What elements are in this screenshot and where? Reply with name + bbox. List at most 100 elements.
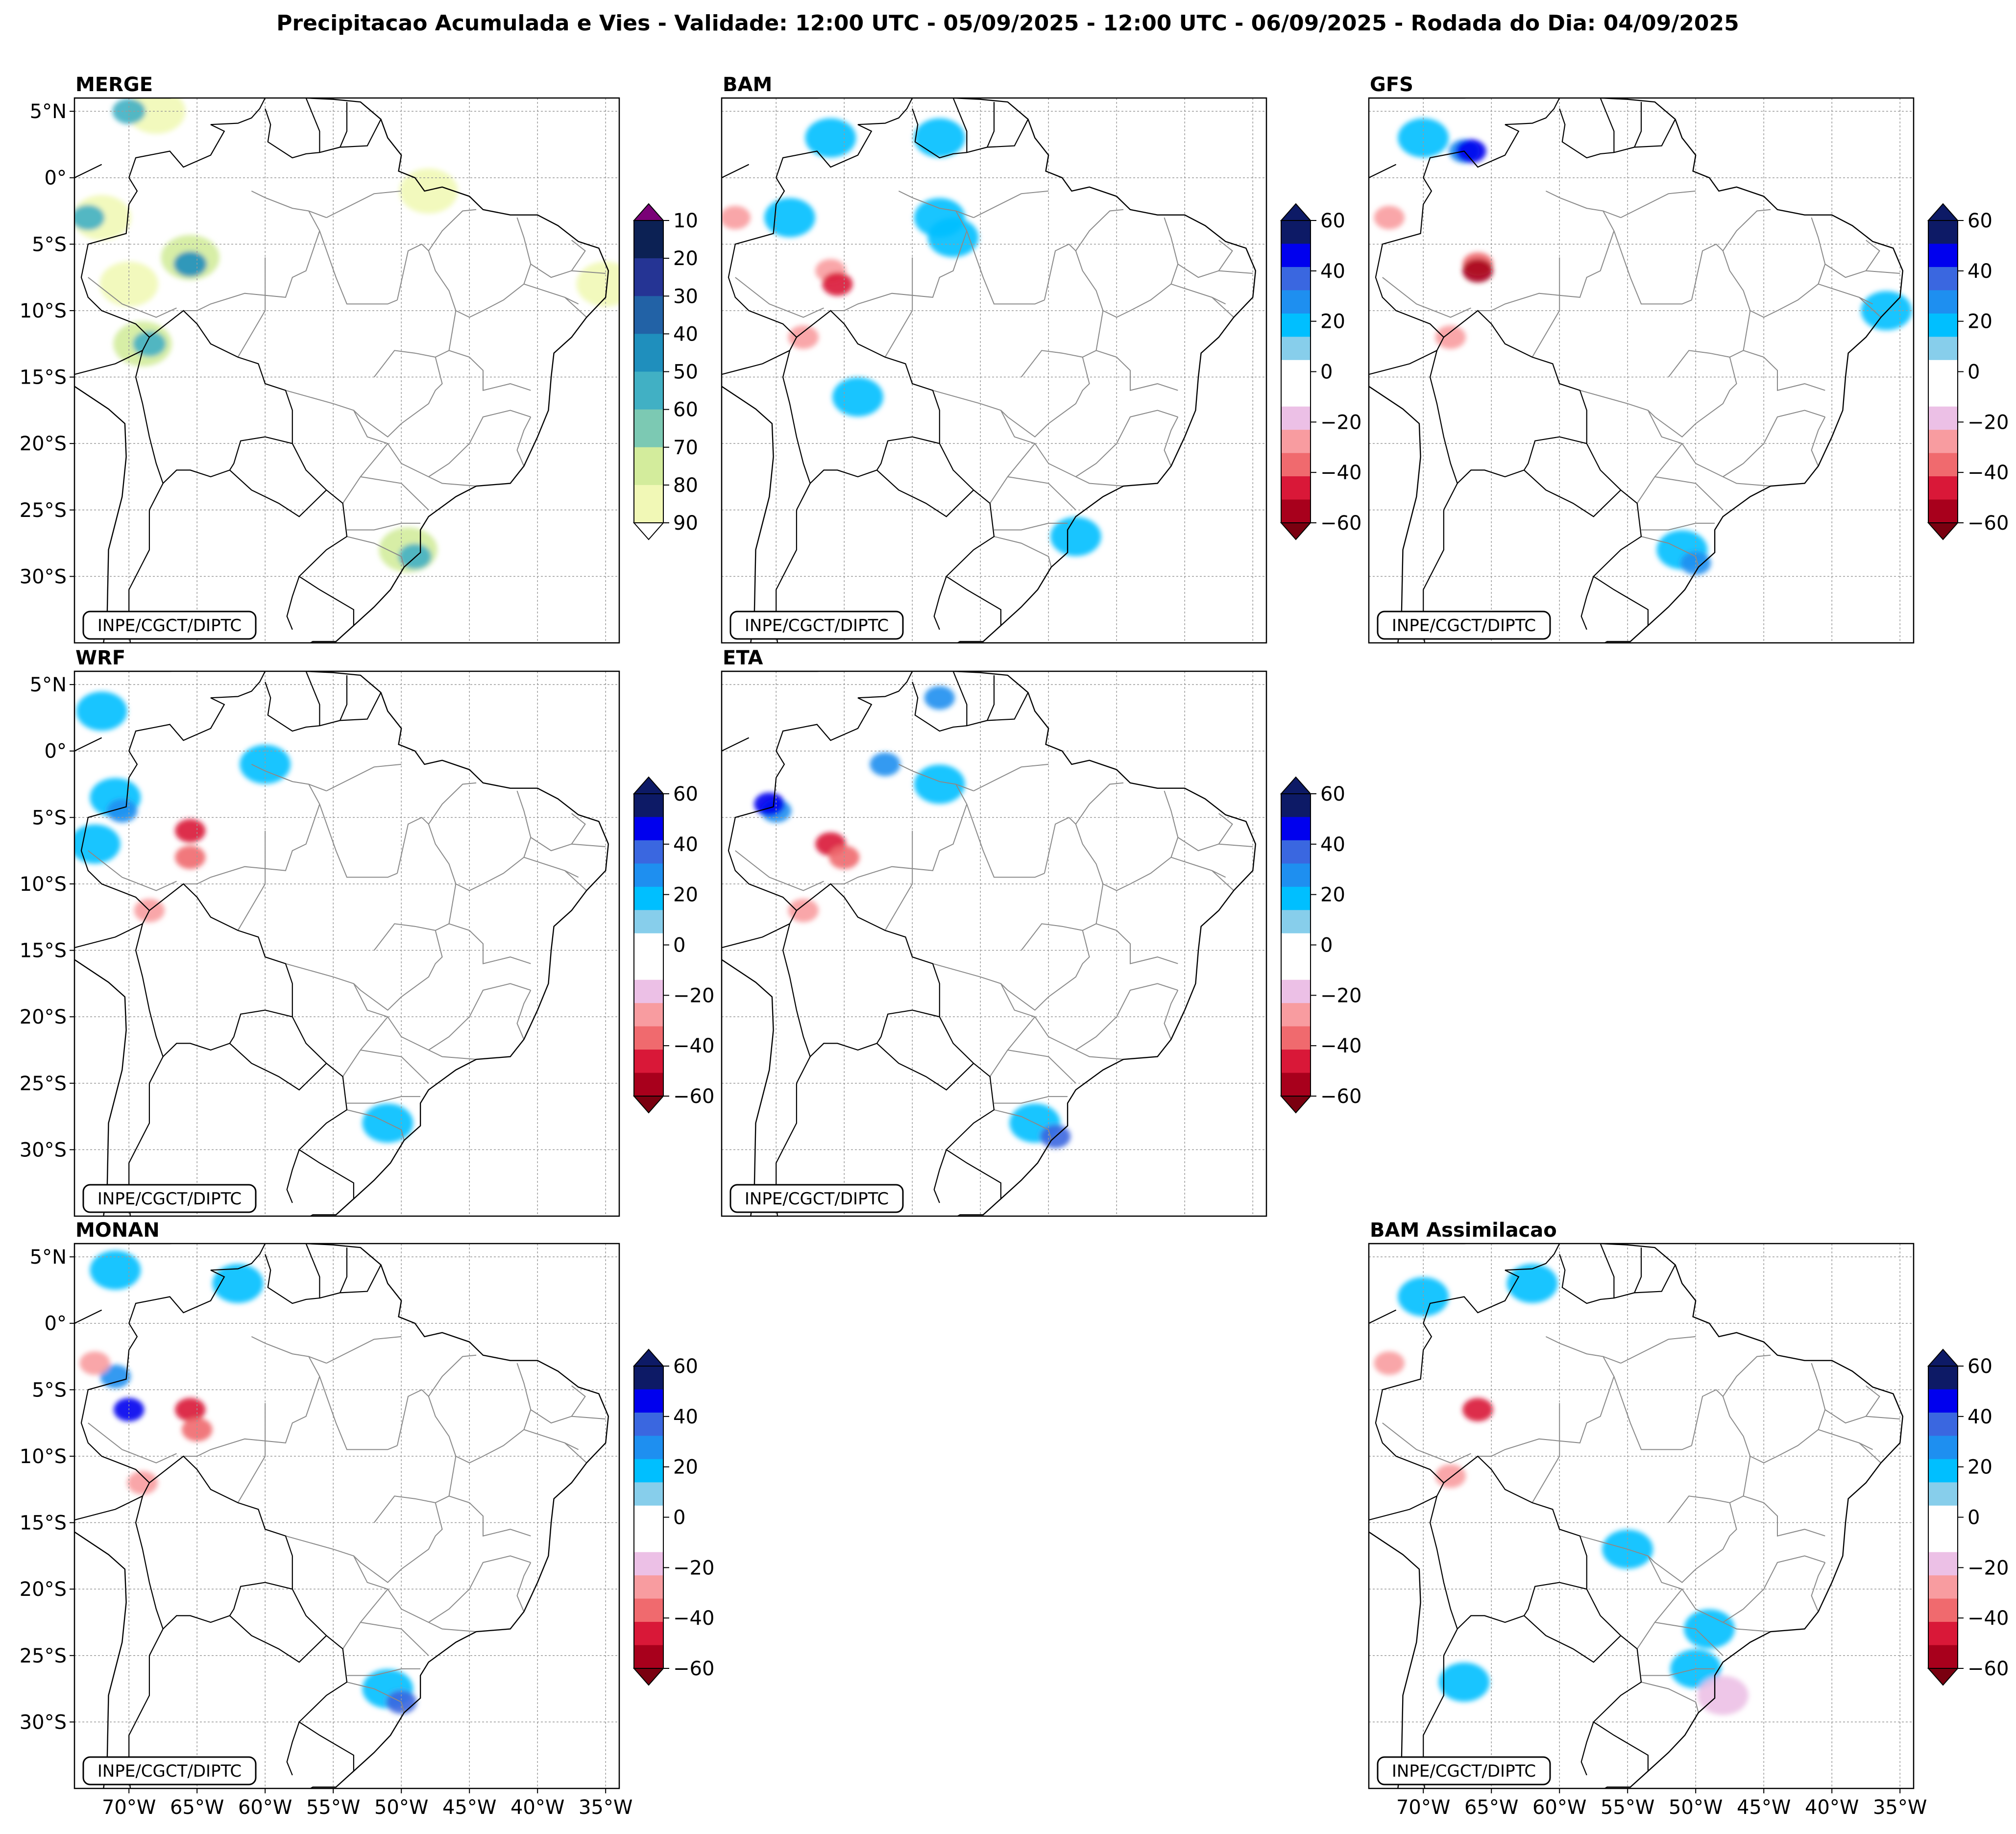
field-blob: [173, 251, 207, 277]
country-border: [1457, 1582, 1587, 1630]
field-blob: [927, 218, 979, 257]
colorbar-swatch: [1281, 910, 1311, 934]
field-blob: [1050, 517, 1101, 556]
state-border: [994, 522, 1068, 531]
country-border: [74, 164, 102, 179]
state-border: [346, 1682, 405, 1713]
country-border: [1634, 1247, 1642, 1293]
state-border: [1811, 416, 1826, 466]
credit-text: INPE/CGCT/DIPTC: [745, 616, 889, 636]
country-border: [74, 671, 266, 949]
country-border: [1457, 436, 1587, 484]
credit-text: INPE/CGCT/DIPTC: [97, 1761, 242, 1781]
map-frame: [721, 97, 1267, 644]
colorbar-bam_assim: 60 40 20 0 −20 −40 −60: [1927, 1348, 2009, 1686]
state-border: [1648, 350, 1737, 438]
colorbar-swatch: [634, 220, 663, 259]
state-border: [1811, 1562, 1826, 1612]
state-border: [1164, 416, 1179, 466]
state-border: [1044, 817, 1104, 931]
field-blob: [914, 764, 965, 804]
colorbar-swatch: [634, 910, 663, 934]
state-border: [1859, 296, 1873, 305]
map-background: [722, 671, 1266, 1216]
colorbar-tick-label: −60: [1967, 1658, 2009, 1680]
lat-tick-label: 20°S: [20, 433, 67, 455]
state-border: [88, 277, 177, 318]
colorbar-swatch: [634, 886, 663, 910]
state-border: [1722, 209, 1771, 251]
colorbar-swatch: [1281, 244, 1311, 268]
state-border: [1723, 410, 1825, 477]
colorbar-swatch: [634, 1389, 663, 1413]
state-border: [955, 210, 974, 219]
colorbar-swatch: [1928, 244, 1958, 268]
field-blob: [133, 331, 166, 357]
map-background: [74, 671, 619, 1216]
state-border: [1722, 1354, 1771, 1397]
field-blob: [805, 118, 856, 158]
colorbar-swatch: [1928, 1575, 1958, 1599]
lat-tick-label: 0°: [45, 740, 67, 763]
lat-tick-label: 30°S: [20, 1139, 67, 1161]
colorbar-swatch: [1928, 360, 1958, 384]
colorbar-swatch: [634, 1552, 663, 1576]
colorbar-swatch: [1928, 1598, 1958, 1622]
colorbar-swatch: [1928, 1436, 1958, 1460]
lon-tick-label: 40°W: [1805, 1796, 1859, 1819]
field-layer: [722, 118, 1101, 556]
country-border: [1559, 1254, 1676, 1304]
lat-tick-label: 5°S: [32, 233, 67, 256]
panel-bam: BAM INPE/CGCT/DIPTC 60 40 20 0 −20 −40 −60: [721, 73, 1361, 644]
state-border: [1743, 1495, 1825, 1537]
state-border: [1654, 476, 1724, 511]
panel-title: MONAN: [75, 1219, 160, 1242]
state-border: [428, 410, 531, 477]
state-border: [88, 850, 177, 891]
colorbar-swatch: [1281, 290, 1311, 314]
country-border: [722, 164, 750, 179]
state-border: [1000, 350, 1090, 438]
field-blob: [1462, 259, 1493, 283]
field-layer: [754, 686, 1071, 1149]
field-blob: [90, 1250, 141, 1290]
country-border: [933, 1149, 947, 1203]
state-border: [994, 536, 1052, 567]
state-border: [1749, 1363, 1826, 1464]
colorbar-tick-label: 60: [673, 1355, 698, 1378]
credit-badge: INPE/CGCT/DIPTC: [729, 1184, 904, 1213]
state-border: [1102, 217, 1179, 318]
colorbar-tick-label: −40: [1967, 1607, 2009, 1630]
country-border: [340, 102, 348, 147]
state-border: [735, 850, 824, 891]
country-border: [286, 1149, 300, 1203]
colorbar-swatch: [634, 409, 663, 448]
country-border: [305, 1244, 320, 1298]
colorbar-tick-label: −40: [1967, 462, 2009, 484]
lon-tick-label: 70°W: [1396, 1796, 1450, 1819]
colorbar-swatch: [1928, 1459, 1958, 1483]
lat-tick-label: 0°: [45, 1313, 67, 1335]
lat-tick-label: 5°N: [30, 100, 67, 123]
credit-badge-box: [82, 1184, 257, 1213]
state-border: [1691, 244, 1751, 358]
state-border: [88, 1422, 177, 1464]
state-border: [360, 1050, 429, 1084]
country-border: [809, 1009, 940, 1057]
colorbar-swatch: [1928, 1645, 1958, 1669]
colorbar-tick-label: 0: [1967, 1507, 1980, 1529]
state-border: [1613, 1376, 1692, 1450]
field-blob: [914, 118, 965, 158]
colorbar-swatch: [634, 485, 663, 523]
country-border: [1524, 469, 1622, 517]
state-border: [1096, 350, 1178, 391]
map-content: [74, 1244, 619, 1788]
panel-title: BAM: [723, 73, 772, 96]
state-border: [516, 1562, 532, 1612]
colorbar-swatch: [1281, 476, 1311, 500]
state-border: [1691, 1389, 1751, 1503]
colorbar-swatch: [1281, 453, 1311, 477]
country-border: [1600, 1244, 1615, 1298]
state-border: [347, 1096, 421, 1104]
panel-title: MERGE: [75, 73, 153, 96]
